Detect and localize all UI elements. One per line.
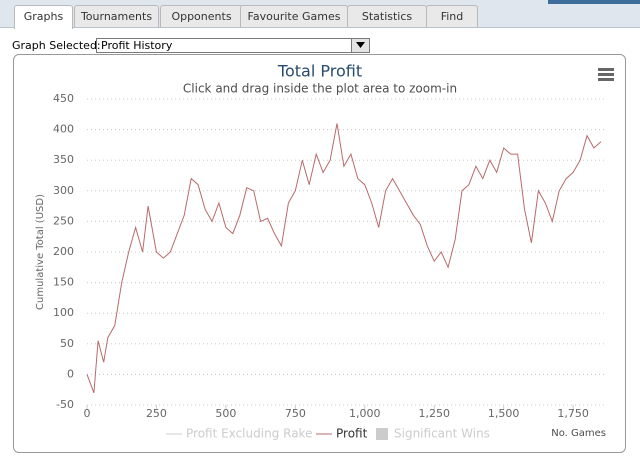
- y-tick-label: 100: [53, 306, 74, 319]
- tab[interactable]: Find: [426, 5, 478, 27]
- x-tick-label: 0: [84, 407, 91, 420]
- menu-bar: [598, 78, 614, 81]
- legend-item[interactable]: Profit: [316, 427, 368, 441]
- y-tick-label: 250: [53, 214, 74, 227]
- x-tick-label: 500: [215, 407, 236, 420]
- header-corner: [548, 0, 640, 4]
- tab[interactable]: Favourite Games: [240, 5, 348, 27]
- graph-selector-value: Profit History: [101, 39, 173, 52]
- x-tick-label: 1,000: [349, 407, 381, 420]
- x-tick-label: 1,250: [418, 407, 450, 420]
- graph-selector[interactable]: Profit History: [96, 38, 370, 53]
- legend-item[interactable]: Significant Wins: [376, 427, 490, 441]
- graph-selector-label: Graph Selected:: [12, 39, 101, 52]
- tab-bar: Graphs Tournaments Opponents Favourite Game…: [0, 0, 640, 29]
- dropdown-arrow[interactable]: [351, 39, 369, 52]
- x-axis-title: No. Games: [551, 428, 606, 439]
- y-tick-label: 450: [53, 92, 74, 105]
- chart-subtitle: Click and drag inside the plot area to z…: [183, 82, 457, 96]
- profit-line: [86, 123, 602, 393]
- menu-button[interactable]: [597, 67, 615, 83]
- legend-item[interactable]: Profit Excluding Rake: [166, 427, 312, 441]
- chart-panel: [13, 54, 626, 453]
- chart-title: Total Profit: [277, 62, 362, 81]
- arrow-icon: [356, 42, 365, 48]
- y-tick-label: -50: [56, 398, 74, 411]
- y-axis-title: Cumulative Total (USD): [35, 194, 46, 310]
- legend-label: Significant Wins: [394, 427, 490, 441]
- y-tick-label: 150: [53, 276, 74, 289]
- tab[interactable]: Tournaments: [74, 5, 159, 27]
- x-tick-label: 750: [285, 407, 306, 420]
- y-tick-label: 350: [53, 153, 74, 166]
- menu-bar: [598, 68, 614, 71]
- legend-label: Profit Excluding Rake: [186, 427, 312, 441]
- tab[interactable]: Graphs: [14, 5, 73, 29]
- x-tick-label: 1,750: [557, 407, 589, 420]
- tab[interactable]: Opponents: [160, 5, 243, 27]
- y-tick-label: 0: [67, 367, 74, 380]
- legend-symbol: [376, 428, 388, 440]
- y-tick-label: 50: [60, 337, 74, 350]
- y-tick-label: 300: [53, 184, 74, 197]
- x-tick-label: 1,500: [488, 407, 520, 420]
- menu-bar: [598, 73, 614, 76]
- y-tick-label: 400: [53, 123, 74, 136]
- x-tick-label: 250: [146, 407, 167, 420]
- y-tick-label: 200: [53, 245, 74, 258]
- legend-label: Profit: [336, 427, 368, 441]
